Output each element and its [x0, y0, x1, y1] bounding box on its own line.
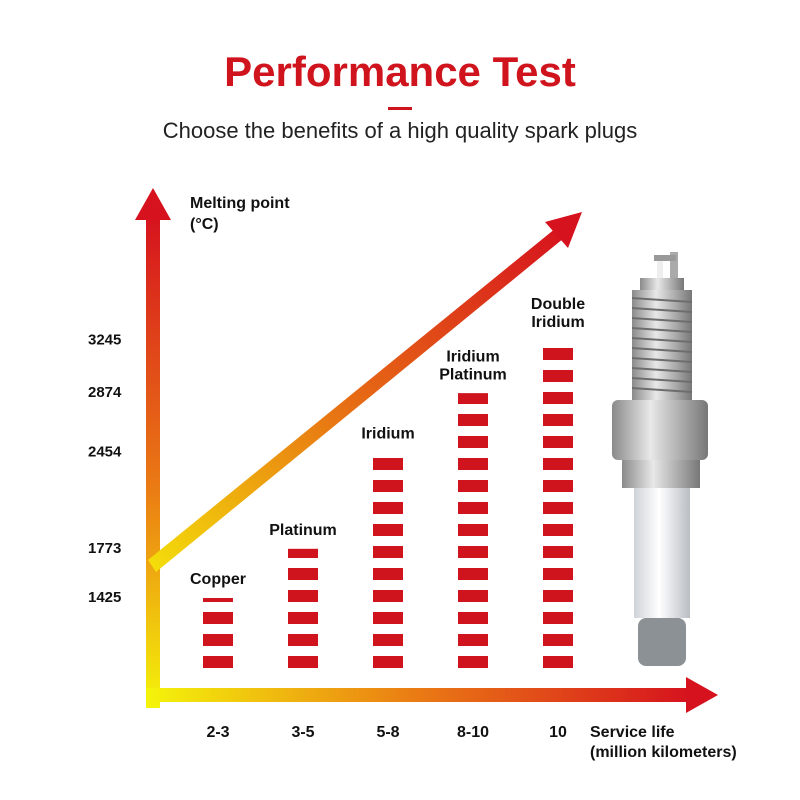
x-axis-unit: (million kilometers) — [590, 744, 737, 761]
trend-arrow-head — [545, 212, 582, 248]
y-axis-label: Melting point — [190, 195, 290, 212]
bar — [288, 548, 318, 668]
y-tick-label: 3245 — [88, 332, 121, 349]
y-tick-label: 2874 — [88, 384, 122, 401]
x-tick-label: 10 — [549, 724, 567, 741]
x-axis — [146, 688, 691, 702]
x-tick-label: 2-3 — [206, 724, 229, 741]
x-axis-label: Service life — [590, 724, 675, 741]
chart-title: Performance Test — [224, 48, 576, 95]
y-tick-label: 2454 — [88, 443, 122, 460]
x-tick-label: 3-5 — [291, 724, 314, 741]
title-underline — [388, 107, 412, 110]
y-axis-arrow — [135, 188, 171, 220]
x-tick-label: 8-10 — [457, 724, 489, 741]
bar — [458, 393, 488, 668]
bar-label: Iridium — [361, 426, 414, 443]
y-axis — [146, 215, 160, 708]
x-tick-label: 5-8 — [376, 724, 399, 741]
bar-label: Copper — [190, 571, 246, 588]
y-tick-label: 1425 — [88, 589, 121, 606]
bar-label: Platinum — [439, 366, 507, 383]
bar-label: Platinum — [269, 522, 337, 539]
y-axis-unit: (°C) — [190, 216, 219, 233]
spark-plug — [612, 252, 708, 666]
bar-label: Iridium — [531, 314, 584, 331]
subtitle: Choose the benefits of a high quality sp… — [163, 118, 638, 143]
bar — [543, 340, 573, 668]
y-tick-label: 1773 — [88, 540, 121, 557]
bar — [203, 598, 233, 668]
bar-label: Iridium — [446, 348, 499, 365]
bar-label: Double — [531, 296, 585, 313]
trend-arrow — [148, 228, 564, 572]
x-axis-arrow — [686, 677, 718, 713]
bar — [373, 452, 403, 668]
